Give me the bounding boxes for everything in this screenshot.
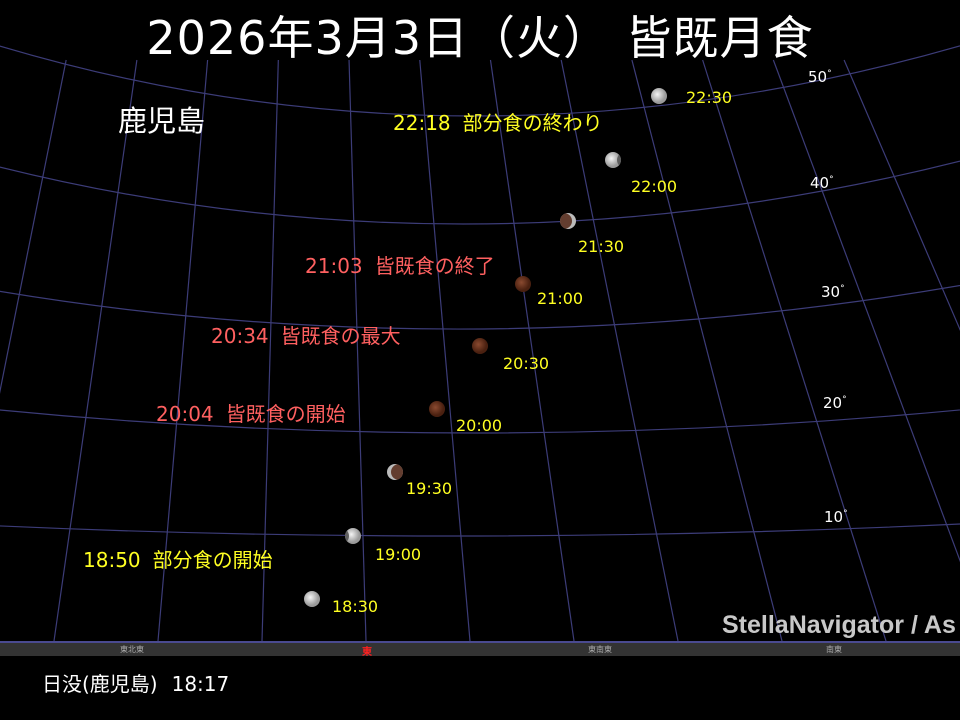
altitude-gridline [0,409,960,434]
azimuth-gridline [157,59,209,641]
azimuth-gridline [560,59,679,641]
event-total-max: 20:34 皆既食の最大 [211,324,401,348]
altitude-label: 30° [821,283,845,301]
sunset-info: 日没(鹿児島) 18:17 [42,672,230,696]
altitude-gridline [0,284,960,330]
horizon-bar: 東北東 東 東南東 南東 [0,641,960,658]
time-label: 22:30 [686,88,733,107]
moon-icon [304,591,320,607]
moon-icon [651,88,667,104]
moon-icon [515,276,531,292]
event-total-end: 21:03 皆既食の終了 [305,254,495,278]
time-label: 18:30 [332,597,379,616]
direction-east: 東 [362,647,372,658]
azimuth-gridline [53,59,138,641]
time-label: 19:30 [406,479,453,498]
azimuth-gridline [261,59,279,641]
azimuth-gridline [843,59,960,332]
altitude-label: 20° [823,394,847,412]
altitude-gridline [0,523,960,537]
altitude-label: 50° [808,68,832,86]
page-title: 2026年3月3日（火） 皆既月食 [146,11,814,65]
azimuth-gridline [0,59,67,394]
time-label: 20:30 [503,354,550,373]
time-label: 22:00 [631,177,678,196]
azimuth-gridline [702,59,887,641]
azimuth-gridline [772,59,960,563]
moon-icon [605,152,621,168]
location-label: 鹿児島 [118,104,206,138]
time-label: 19:00 [375,545,422,564]
moon-icon [387,464,403,480]
time-label: 21:30 [578,237,625,256]
event-total-start: 20:04 皆既食の開始 [156,402,346,426]
azimuth-gridline [631,59,783,641]
event-partial-start: 18:50 部分食の開始 [83,548,273,572]
azimuth-gridline [489,59,575,641]
direction-label: 南東 [826,645,842,654]
altitude-gridline [0,160,960,225]
watermark: StellaNavigator / As [722,611,956,639]
altitude-gridline [0,45,960,117]
altitude-label: 10° [824,508,848,526]
time-label: 20:00 [456,416,503,435]
moon-icon [429,401,445,417]
altitude-label: 40° [810,174,834,192]
moon-icon [560,213,576,229]
direction-label: 東北東 [120,645,144,654]
azimuth-gridline [348,59,367,641]
direction-label: 東南東 [588,645,612,654]
event-partial-end: 22:18 部分食の終わり [393,111,603,135]
moon-icon [345,528,361,544]
moon-icon [472,338,488,354]
time-label: 21:00 [537,289,584,308]
azimuth-gridline [419,59,471,641]
sky-chart [0,45,960,641]
